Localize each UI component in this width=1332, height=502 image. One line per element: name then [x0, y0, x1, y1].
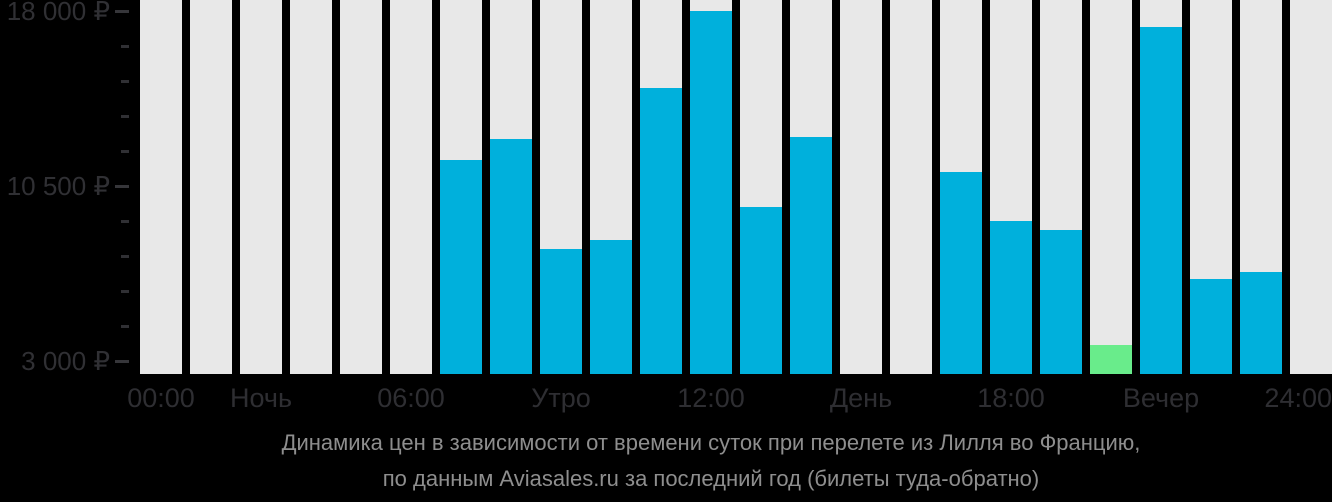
- bar-hour-7[interactable]: [490, 139, 532, 374]
- bar-track-hour-2[interactable]: [240, 0, 282, 374]
- bar-track-hour-5[interactable]: [390, 0, 432, 374]
- y-axis: 3 000 ₽ 10 500 ₽ 18 000 ₽: [0, 0, 140, 380]
- bar-hour-20[interactable]: [1140, 27, 1182, 374]
- y-axis-label-10500: 10 500 ₽: [6, 171, 110, 201]
- bar-track-hour-11[interactable]: [690, 0, 732, 374]
- x-axis: 00:00 Ночь 06:00 Утро 12:00 День 18:00 Вечер 24:…: [0, 380, 1332, 416]
- bar-track-hour-21[interactable]: [1190, 0, 1232, 374]
- x-axis-label-4: Утро: [531, 383, 591, 413]
- x-axis-label-9: 24:00: [1264, 383, 1332, 413]
- y-tick-18000: [115, 10, 129, 13]
- bar-hour-10[interactable]: [640, 88, 682, 374]
- x-axis-label-1: 00:00: [127, 383, 195, 413]
- bar-hour-11[interactable]: [690, 11, 732, 374]
- y-tick-10500: [115, 185, 129, 188]
- y-tick-16500: [121, 45, 129, 48]
- bar-track-hour-9[interactable]: [590, 0, 632, 374]
- bar-hour-21[interactable]: [1190, 279, 1232, 374]
- bar-hour-13[interactable]: [790, 137, 832, 374]
- bar-hour-12[interactable]: [740, 207, 782, 374]
- bar-track-hour-10[interactable]: [640, 0, 682, 374]
- bar-track-hour-3[interactable]: [290, 0, 332, 374]
- bar-track-hour-19[interactable]: [1090, 0, 1132, 374]
- y-axis-label-18000: 18 000 ₽: [6, 0, 110, 26]
- bar-track-hour-13[interactable]: [790, 0, 832, 374]
- bar-track-hour-0[interactable]: [140, 0, 182, 374]
- y-tick-3000: [115, 360, 129, 363]
- bar-hour-22[interactable]: [1240, 272, 1282, 374]
- y-tick-9000: [121, 220, 129, 223]
- bar-track-hour-18[interactable]: [1040, 0, 1082, 374]
- caption-line-2: по данным Aviasales.ru за последний год …: [382, 466, 1040, 491]
- bar-track-hour-1[interactable]: [190, 0, 232, 374]
- bar-track-hour-16[interactable]: [940, 0, 982, 374]
- x-axis-label-2: Ночь: [229, 383, 293, 413]
- y-tick-15000: [121, 80, 129, 83]
- bar-track-hour-23[interactable]: [1290, 0, 1332, 374]
- chart-caption: Динамика цен в зависимости от времени су…: [90, 431, 1332, 490]
- bar-track-hour-14[interactable]: [840, 0, 882, 374]
- x-axis-label-6: День: [829, 383, 893, 413]
- bar-track-hour-20[interactable]: [1140, 0, 1182, 374]
- x-axis-label-3: 06:00: [377, 383, 445, 413]
- bar-track-hour-15[interactable]: [890, 0, 932, 374]
- y-tick-6000: [121, 290, 129, 293]
- bar-track-hour-7[interactable]: [490, 0, 532, 374]
- bar-track-hour-22[interactable]: [1240, 0, 1282, 374]
- caption-line-1: Динамика цен в зависимости от времени су…: [281, 430, 1141, 455]
- y-axis-label-3000: 3 000 ₽: [21, 346, 110, 376]
- bar-track-hour-8[interactable]: [540, 0, 582, 374]
- bar-hour-18[interactable]: [1040, 230, 1082, 374]
- bar-track-hour-6[interactable]: [440, 0, 482, 374]
- bar-hour-17[interactable]: [990, 221, 1032, 374]
- bar-hour-9[interactable]: [590, 239, 632, 374]
- y-tick-12000: [121, 150, 129, 153]
- bar-track-hour-17[interactable]: [990, 0, 1032, 374]
- bar-hour-16[interactable]: [940, 172, 982, 374]
- bar-hour-6[interactable]: [440, 160, 482, 374]
- plot-area: [140, 0, 1332, 374]
- x-axis-label-5: 12:00: [677, 383, 745, 413]
- bar-cheapest-hour-19[interactable]: [1090, 344, 1132, 374]
- y-tick-13500: [121, 115, 129, 118]
- y-tick-4500: [121, 325, 129, 328]
- y-tick-7500: [121, 255, 129, 258]
- bar-hour-8[interactable]: [540, 249, 582, 374]
- x-axis-label-8: Вечер: [1122, 383, 1200, 413]
- bar-track-hour-12[interactable]: [740, 0, 782, 374]
- x-axis-label-7: 18:00: [977, 383, 1045, 413]
- bar-track-hour-4[interactable]: [340, 0, 382, 374]
